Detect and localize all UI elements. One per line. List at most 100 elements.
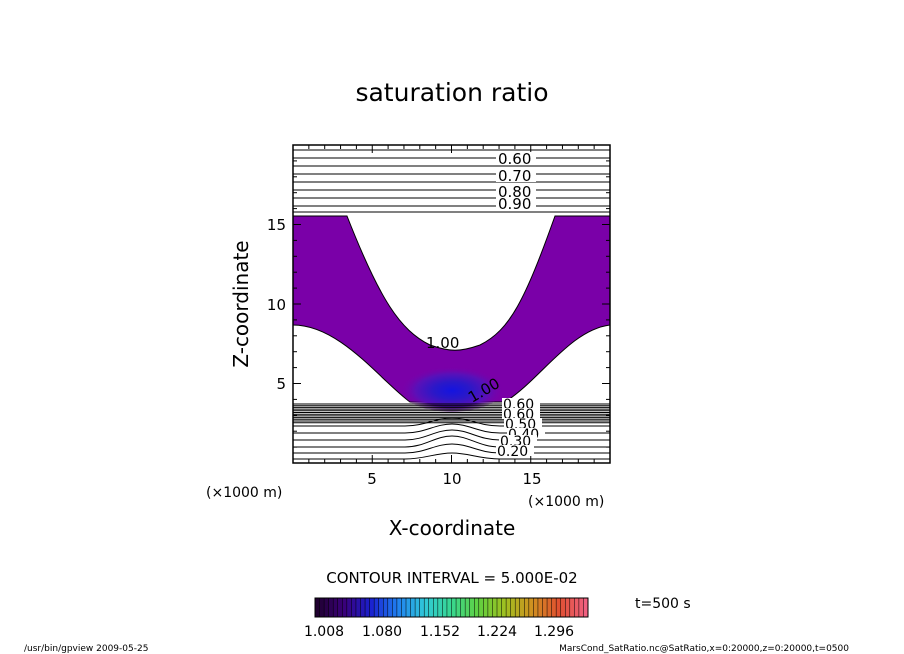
- upper-contour-label: 0.80: [498, 183, 531, 201]
- colorbar-segment: [492, 598, 498, 617]
- colorbar-segment: [478, 598, 484, 617]
- colorbar-segment: [328, 598, 334, 617]
- colorbar-segment: [497, 598, 503, 617]
- upper-contour-label: 0.70: [498, 167, 531, 185]
- colorbar-segment: [547, 598, 553, 617]
- colorbar-segment: [342, 598, 348, 617]
- colorbar-segment: [365, 598, 371, 617]
- colorbar-tick-2: 1.152: [420, 624, 460, 640]
- lower-contour-line: [293, 417, 610, 427]
- y-axis-unit: (×1000 m): [206, 485, 282, 501]
- colorbar-segment: [410, 598, 416, 617]
- colorbar-segment: [560, 598, 566, 617]
- lower-contour-label-bg: [496, 445, 534, 456]
- colorbar-segment: [406, 598, 412, 617]
- colorbar-segment: [524, 598, 530, 617]
- colorbar-segment: [519, 598, 525, 617]
- lower-contour-label-bg: [507, 428, 545, 439]
- colorbar-segment: [333, 598, 339, 617]
- colorbar-segment: [351, 598, 357, 617]
- colorbar-segment: [360, 598, 366, 617]
- upper-contour-label: 0.90: [498, 195, 531, 213]
- colorbar-segment: [315, 598, 321, 617]
- lower-contour-line: [293, 435, 610, 448]
- x-axis-unit: (×1000 m): [528, 494, 604, 510]
- lower-contour-line: [293, 452, 610, 460]
- chart-title: saturation ratio: [355, 78, 548, 107]
- colorbar-segment: [542, 598, 548, 617]
- colorbar-segment: [387, 598, 393, 617]
- colorbar: [314, 598, 589, 617]
- lower-contour-labels: 0.600.600.500.400.300.20: [496, 397, 545, 460]
- colorbar-segment: [565, 598, 571, 617]
- colorbar-segment: [487, 598, 493, 617]
- colorbar-segment: [456, 598, 462, 617]
- lower-contour-label-bg: [502, 408, 540, 419]
- colorbar-segment: [515, 598, 521, 617]
- colorbar-segment: [583, 598, 589, 617]
- colorbar-segment: [324, 598, 330, 617]
- colorbar-segment: [569, 598, 575, 617]
- lower-contour-label-bg: [502, 398, 540, 409]
- footer-left: /usr/bin/gpview 2009-05-25: [24, 644, 148, 654]
- upper-contour-labels: 0.600.700.800.90: [496, 150, 536, 213]
- colorbar-segment: [460, 598, 466, 617]
- colorbar-segment: [433, 598, 439, 617]
- colorbar-segment: [424, 598, 430, 617]
- upper-contour-label: 0.60: [498, 150, 531, 168]
- colorbar-segment: [419, 598, 425, 617]
- lower-contour-label-bg: [499, 435, 537, 446]
- time-label: t=500 s: [635, 596, 691, 612]
- footer-right: MarsCond_SatRatio.nc@SatRatio,x=0:20000,…: [559, 644, 849, 654]
- colorbar-segment: [442, 598, 448, 617]
- supersaturation-core: [400, 364, 504, 412]
- lower-contour-line: [293, 423, 610, 434]
- colorbar-segment: [396, 598, 402, 617]
- colorbar-frame: [314, 597, 589, 618]
- colorbar-segment: [374, 598, 380, 617]
- colorbar-segment: [469, 598, 475, 617]
- upper-contour-lines: [293, 149, 610, 213]
- colorbar-segment: [383, 598, 389, 617]
- upper-contour-label-bg: [496, 185, 536, 198]
- upper-contour-label-bg: [496, 169, 536, 182]
- colorbar-segment: [578, 598, 584, 617]
- colorbar-segment: [510, 598, 516, 617]
- lower-contour-label-bg: [504, 418, 542, 429]
- colorbar-segment: [355, 598, 361, 617]
- x-tick-label-15: 15: [522, 470, 541, 488]
- colorbar-segment: [574, 598, 580, 617]
- x-axis-label: X-coordinate: [389, 516, 516, 540]
- upper-contour-label-bg: [496, 152, 536, 165]
- colorbar-segment: [465, 598, 471, 617]
- colorbar-segment: [378, 598, 384, 617]
- lower-contour-line: [293, 429, 610, 441]
- saturation-fill-region: [293, 215, 610, 403]
- colorbar-segment: [428, 598, 434, 617]
- contour-label-100-top: 1.00: [426, 334, 459, 352]
- colorbar-segment: [337, 598, 343, 617]
- lower-contour-lines: [293, 403, 610, 460]
- colorbar-segment: [556, 598, 562, 617]
- y-tick-label-5: 5: [276, 375, 286, 393]
- lower-contour-label: 0.20: [497, 444, 528, 460]
- colorbar-segment: [437, 598, 443, 617]
- colorbar-segment: [533, 598, 539, 617]
- colorbar-tick-1: 1.080: [362, 624, 402, 640]
- colorbar-tick-4: 1.296: [534, 624, 574, 640]
- x-tick-label-5: 5: [367, 470, 377, 488]
- colorbar-segment: [401, 598, 407, 617]
- upper-contour-label-bg: [496, 197, 536, 210]
- y-tick-label-10: 10: [267, 296, 286, 314]
- axis-ticks: [293, 145, 610, 463]
- colorbar-segment: [446, 598, 452, 617]
- colorbar-segment: [483, 598, 489, 617]
- y-axis-label: Z-coordinate: [229, 240, 253, 367]
- y-tick-label-15: 15: [267, 216, 286, 234]
- colorbar-segment: [528, 598, 534, 617]
- x-tick-label-10: 10: [442, 470, 461, 488]
- colorbar-segment: [319, 598, 325, 617]
- colorbar-tick-0: 1.008: [304, 624, 344, 640]
- colorbar-tick-3: 1.224: [477, 624, 517, 640]
